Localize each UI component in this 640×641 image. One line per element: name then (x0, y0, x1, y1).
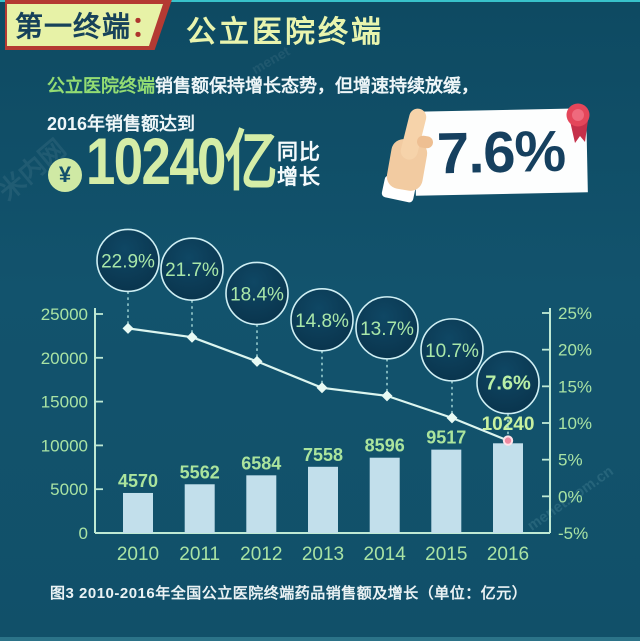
growth-bubble-2014 (355, 296, 419, 360)
year-label-2015: 2015 (425, 544, 467, 565)
left-axis-label: 15000 (41, 393, 88, 412)
year-label-2014: 2014 (364, 544, 407, 565)
bar-2011 (184, 484, 215, 533)
growth-bubble-label-2014: 13.7% (360, 319, 414, 340)
growth-bubble-label-2016: 7.6% (485, 373, 531, 395)
growth-bubble-label-2012: 18.4% (230, 284, 284, 305)
line-marker-2010 (122, 322, 134, 334)
bar-value-2016: 10240 (482, 414, 535, 435)
line-marker-2011 (186, 331, 198, 343)
year-label-2010: 2010 (117, 544, 159, 565)
intro-line2: 2016年销售额达到 (47, 114, 196, 134)
growth-bubble-2012 (225, 261, 289, 326)
bar-value-2010: 4570 (118, 471, 158, 491)
left-axis-label: 5000 (50, 480, 88, 499)
bar-value-2011: 5562 (180, 462, 220, 482)
intro-line1: 公立医院终端销售额保持增长态势，但增速持续放缓， (47, 72, 479, 98)
bar-2014 (369, 457, 400, 533)
growth-bubble-2010 (96, 228, 160, 293)
header-left-text: 第一终端 (15, 11, 132, 42)
growth-value: 7.6% (436, 118, 566, 186)
bottom-divider (0, 637, 640, 641)
yuan-symbol: ¥ (58, 162, 72, 187)
right-axis-label: 10% (558, 414, 592, 433)
sales-growth-chart: 0 5000 10000 15000 20000 25000 -5% 0% 5% 10% 15% 20… (41, 228, 592, 565)
intro-line1-highlight: 公立医院终端 (47, 76, 155, 96)
left-axis-label: 25000 (41, 305, 88, 324)
top-accent-line (0, 0, 640, 2)
line-marker-2013 (316, 382, 328, 394)
growth-bubble-label-2010: 22.9% (101, 251, 155, 272)
left-axis-label: 0 (79, 524, 88, 543)
intro-line1-rest: 销售额保持增长态势，但增速持续放缓， (155, 76, 479, 96)
yuan-icon: ¥ (48, 158, 82, 192)
bar-2015 (431, 449, 462, 533)
year-label-2012: 2012 (240, 544, 282, 565)
bar-value-2013: 7558 (303, 445, 343, 465)
growth-bubble-2016 (476, 350, 540, 415)
bar-value-2015: 9517 (426, 428, 466, 448)
line-marker-2015 (446, 412, 458, 424)
growth-bubble-2011 (160, 237, 224, 302)
header-left-label: 第一终端： (15, 5, 160, 45)
yoy-line1: 同比 (277, 141, 321, 164)
bar-2016 (493, 443, 523, 533)
figure-caption: 图3 2010-2016年全国公立医院终端药品销售额及增长（单位：亿元） (50, 585, 528, 602)
year-label-2016: 2016 (487, 544, 529, 565)
header-left-tag: 第一终端： (7, 4, 163, 46)
growth-bubble-2015 (420, 318, 484, 382)
hand-icon (381, 108, 433, 203)
yoy-label: 同比 增长 (277, 140, 321, 190)
right-axis-label: 15% (558, 377, 592, 396)
left-axis-label: 10000 (41, 436, 88, 455)
bar-value-2014: 8596 (365, 436, 405, 456)
bar-2012 (246, 475, 277, 533)
line-marker-2012 (251, 355, 263, 367)
right-axis-label: 20% (558, 341, 592, 360)
right-axis-label: -5% (558, 524, 588, 543)
bar-value-2012: 6584 (241, 453, 281, 473)
line-marker-2016 (502, 435, 514, 446)
header-right-label: 公立医院终端 (186, 16, 384, 49)
year-label-2013: 2013 (302, 544, 344, 565)
growth-bubble-2013 (290, 287, 354, 352)
line-marker-2014 (381, 390, 393, 402)
award-ribbon-icon (566, 103, 590, 143)
growth-bubble-label-2015: 10.7% (425, 341, 479, 362)
bar-2013 (308, 466, 338, 533)
left-axis-label: 20000 (41, 349, 88, 368)
right-axis-label: 0% (558, 487, 583, 506)
yoy-line2: 增长 (277, 166, 321, 189)
year-label-2011: 2011 (179, 544, 220, 565)
growth-bubble-label-2011: 21.7% (165, 260, 219, 281)
right-axis-label: 5% (558, 451, 583, 470)
right-axis-label: 25% (558, 304, 592, 323)
bar-2010 (123, 492, 153, 533)
amount-value: 10240亿 (86, 124, 278, 198)
growth-bubble-label-2013: 14.8% (295, 311, 349, 332)
